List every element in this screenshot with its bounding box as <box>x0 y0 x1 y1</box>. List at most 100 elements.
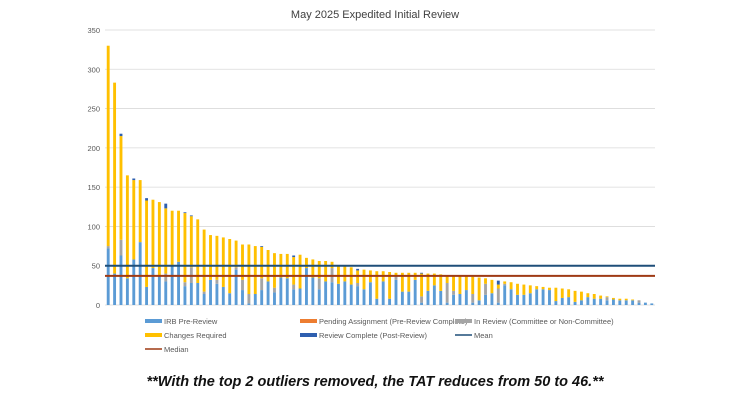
bar-segment-in-review-committee-or-non-committee <box>605 297 609 301</box>
bar-segment-changes-required <box>132 180 136 260</box>
legend-swatch <box>300 333 317 337</box>
bar-segment-irb-pre-review <box>535 289 539 305</box>
bar-segment-changes-required <box>509 282 513 290</box>
bar-segment-irb-pre-review <box>125 278 129 305</box>
legend-label: In Review (Committee or Non-Committee) <box>474 317 614 326</box>
legend-label: Changes Required <box>164 331 227 340</box>
bar-segment-changes-required <box>394 272 398 276</box>
bar-segment-changes-required <box>452 275 455 291</box>
bar-segment-changes-required <box>599 295 603 299</box>
bar-segment-in-review-committee-or-non-committee <box>260 278 264 291</box>
bar-segment-changes-required <box>260 246 264 279</box>
bar-segment-changes-required <box>522 284 526 295</box>
bar-segment-irb-pre-review <box>151 268 155 305</box>
bar-segment-in-review-committee-or-non-committee <box>445 283 449 303</box>
bar-segment-changes-required <box>273 253 276 288</box>
bar-segment-in-review-committee-or-non-committee <box>356 283 360 287</box>
bar-segment-review-complete-post-review <box>292 255 296 258</box>
bar-segment-changes-required <box>196 219 200 283</box>
bar-segment-in-review-committee-or-non-committee <box>292 284 296 290</box>
bar-segment-changes-required <box>624 298 628 301</box>
bar-segment-changes-required <box>592 294 596 299</box>
bar-segment-irb-pre-review <box>426 290 430 305</box>
bar-segment-changes-required <box>548 287 551 291</box>
bar-segment-irb-pre-review <box>624 300 628 305</box>
bar-segment-irb-pre-review <box>650 303 654 305</box>
bar-segment-changes-required <box>324 261 328 282</box>
bar-segment-irb-pre-review <box>285 278 289 305</box>
bar-segment-irb-pre-review <box>330 282 334 305</box>
bar-segment-in-review-committee-or-non-committee <box>484 283 487 295</box>
bar-segment-irb-pre-review <box>394 279 398 305</box>
bar-segment-changes-required <box>516 283 519 295</box>
bar-segment-changes-required <box>503 281 507 284</box>
bar-segment-irb-pre-review <box>145 286 149 305</box>
bar-segment-irb-pre-review <box>202 294 206 305</box>
legend-label: Median <box>164 345 189 354</box>
bar-segment-irb-pre-review <box>215 283 219 305</box>
y-tick-label: 350 <box>87 26 100 35</box>
bar-segment-in-review-committee-or-non-committee <box>503 283 507 286</box>
bar-segment-review-complete-post-review <box>183 212 187 214</box>
bar-segment-irb-pre-review <box>260 290 264 305</box>
bar-segment-irb-pre-review <box>253 294 257 305</box>
bar-segment-changes-required <box>580 291 583 301</box>
bar-segment-changes-required <box>362 269 366 290</box>
bar-segment-in-review-committee-or-non-committee <box>183 282 187 287</box>
bar-segment-changes-required <box>375 271 379 299</box>
bar-segment-review-complete-post-review <box>145 198 149 201</box>
bar-segment-irb-pre-review <box>234 269 238 305</box>
bar-segment-irb-pre-review <box>618 300 622 305</box>
bar-segment-irb-pre-review <box>471 302 475 305</box>
bar-segment-irb-pre-review <box>375 298 379 305</box>
bar-segment-irb-pre-review <box>554 301 558 305</box>
bar-segment-changes-required <box>496 284 500 289</box>
legend-label: Mean <box>474 331 493 340</box>
bar-segment-in-review-committee-or-non-committee <box>215 279 219 284</box>
bar-segment-in-review-committee-or-non-committee <box>452 290 455 295</box>
bar-segment-irb-pre-review <box>368 282 372 305</box>
bar-segment-changes-required <box>618 298 622 301</box>
chart: May 2025 Expedited Initial Review 0 50 100… <box>87 9 655 354</box>
bar-segment-changes-required <box>106 45 110 247</box>
bar-segment-changes-required <box>209 235 212 280</box>
bar-segment-in-review-committee-or-non-committee <box>202 291 206 294</box>
bar-segment-irb-pre-review <box>388 298 392 305</box>
bar-segment-irb-pre-review <box>177 261 180 305</box>
bar-segment-irb-pre-review <box>496 302 500 305</box>
bar-segment-changes-required <box>311 259 315 278</box>
bar-segment-irb-pre-review <box>413 279 417 305</box>
bar-segment-in-review-committee-or-non-committee <box>394 275 398 280</box>
bar-segment-irb-pre-review <box>189 283 193 305</box>
bar-segment-irb-pre-review <box>317 289 321 305</box>
bar-segment-irb-pre-review <box>548 290 551 305</box>
bar-segment-changes-required <box>305 257 308 269</box>
y-tick-label: 200 <box>87 144 100 153</box>
bar-segment-irb-pre-review <box>113 273 117 305</box>
bar-segment-changes-required <box>586 293 590 298</box>
bar-segment-changes-required <box>202 229 206 292</box>
bar-segment-irb-pre-review <box>522 294 526 305</box>
chart-title: May 2025 Expedited Initial Review <box>291 9 459 21</box>
bar-segment-irb-pre-review <box>573 301 577 305</box>
bar-segment-changes-required <box>471 276 475 294</box>
bar-segment-changes-required <box>113 82 117 274</box>
bar-segment-changes-required <box>426 273 430 291</box>
legend-label: Review Complete (Post-Review) <box>319 331 427 340</box>
bar-segment-irb-pre-review <box>432 285 436 305</box>
bar-segment-changes-required <box>458 275 462 294</box>
bar-segment-irb-pre-review <box>643 302 647 305</box>
bar-segment-changes-required <box>138 180 142 243</box>
bar-segment-changes-required <box>234 240 238 268</box>
bar-segment-changes-required <box>253 246 257 294</box>
bar-segment-changes-required <box>336 265 340 284</box>
legend-swatch <box>145 333 162 337</box>
bar-segment-changes-required <box>221 237 225 287</box>
bar-segment-irb-pre-review <box>273 292 276 305</box>
bar-segment-changes-required <box>605 296 609 298</box>
bar-segment-changes-required <box>241 244 244 280</box>
bar-segment-changes-required <box>407 272 411 292</box>
bar-segment-irb-pre-review <box>266 281 270 305</box>
bar-segment-irb-pre-review <box>196 283 200 305</box>
bar-segment-irb-pre-review <box>298 288 302 305</box>
